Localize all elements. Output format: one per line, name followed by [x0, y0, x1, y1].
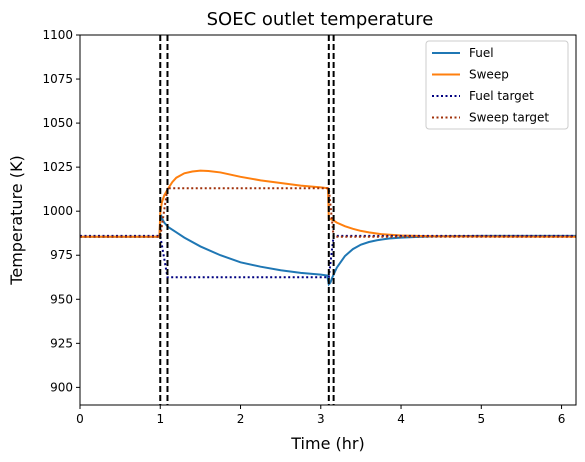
y-tick-label: 1100 — [42, 28, 73, 42]
x-tick-label: 5 — [477, 412, 485, 426]
y-tick-label: 950 — [50, 292, 73, 306]
y-tick-label: 1025 — [42, 160, 73, 174]
y-tick-label: 1075 — [42, 72, 73, 86]
legend-label-fuel-target: Fuel target — [469, 89, 534, 103]
y-tick-label: 925 — [50, 336, 73, 350]
chart-title: SOEC outlet temperature — [207, 9, 434, 30]
x-tick-label: 6 — [558, 412, 566, 426]
legend-label-sweep: Sweep — [469, 68, 509, 82]
series-line-fuel — [80, 214, 576, 287]
x-tick-label: 1 — [156, 412, 164, 426]
y-tick-label: 900 — [50, 380, 73, 394]
plot-area — [79, 34, 577, 406]
plot-frame — [79, 34, 577, 406]
legend-label-sweep-target: Sweep target — [469, 111, 549, 125]
legend: Fuel Sweep Fuel target Sweep target — [425, 40, 569, 130]
series-line-sweep-target — [80, 187, 576, 238]
x-tick-label: 4 — [397, 412, 405, 426]
y-tick-label: 1000 — [42, 204, 73, 218]
legend-box — [425, 40, 569, 130]
series-line-sweep — [80, 169, 576, 238]
x-tick-label: 0 — [76, 412, 84, 426]
y-tick-label: 1050 — [42, 116, 73, 130]
y-tick-label: 975 — [50, 248, 73, 262]
x-axis-title: Time (hr) — [290, 434, 364, 453]
axis-ticks: 0 1 2 3 4 5 6 900 925 950 975 1000 1025 1050 1075 1100 — [42, 28, 565, 426]
x-tick-label: 3 — [317, 412, 325, 426]
y-axis-title: Temperature (K) — [7, 155, 26, 285]
legend-label-fuel: Fuel — [469, 46, 494, 60]
x-tick-label: 2 — [237, 412, 245, 426]
